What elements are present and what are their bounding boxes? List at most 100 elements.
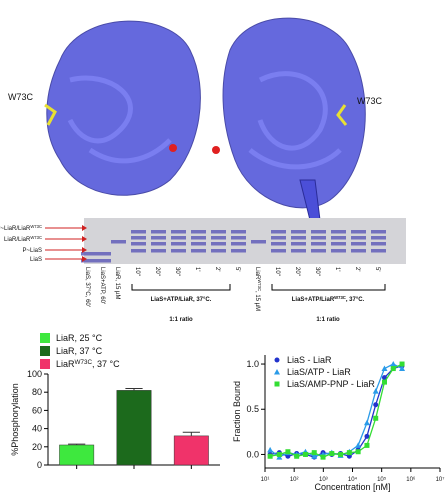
gel-band [311, 230, 326, 234]
time-label: 1' [334, 267, 340, 271]
text-part: LiaR, 15 µM [114, 267, 120, 299]
bar [116, 390, 152, 466]
superscript: W73C [30, 235, 42, 240]
y-tick-label: 1.0 [246, 359, 259, 369]
brace-label: 1:1 ratio [169, 317, 193, 323]
lane-label: LiaS+ATP, 60' [99, 267, 105, 304]
brace-label: LiaS+ATP/LiaR, 37°C. [151, 297, 212, 303]
bar-chart: 0 20 40 60 80 100 %Phosphorylation LiaR, 25 °C L… [10, 333, 220, 470]
text-part: P~LiaR/LiaR [0, 226, 31, 232]
text-part: 30" [314, 267, 320, 276]
gel-band [191, 236, 206, 240]
residue-label: W73C [357, 96, 383, 106]
gel-band [151, 249, 166, 253]
gel-band [131, 249, 146, 253]
x-tick-label: 10⁷ [436, 476, 445, 483]
brace [271, 284, 386, 291]
point [372, 388, 379, 394]
point [363, 419, 370, 426]
y-tick-label: 100 [27, 369, 42, 379]
gel [84, 218, 406, 264]
metal-ion [212, 146, 220, 154]
text-part: 10" [274, 267, 280, 276]
legend-label: LiaS/ATP - LiaR [287, 367, 351, 377]
gel-band [271, 249, 286, 253]
gel-band [211, 236, 226, 240]
gel-band [311, 242, 326, 246]
gel-band [231, 249, 246, 253]
arrow-head [82, 256, 87, 262]
gel-band [111, 240, 126, 244]
x-tick-label: 10² [290, 477, 299, 483]
text-part: LiaR [56, 359, 75, 369]
point [285, 449, 291, 455]
y-tick-label: 0.0 [246, 449, 259, 459]
text-part: 30" [174, 267, 180, 276]
point [311, 450, 317, 456]
text-part: LiaR, 25 °C [56, 333, 103, 343]
gel-band [151, 236, 166, 240]
band-label: LiaS [30, 257, 42, 263]
bar [59, 444, 95, 466]
text-part: 5' [374, 267, 380, 271]
point [373, 415, 379, 421]
x-tick-label: 10⁵ [377, 476, 387, 483]
gel-band [96, 259, 111, 263]
superscript: W73C [75, 359, 93, 366]
point [381, 379, 387, 385]
point [267, 446, 274, 453]
gel-band [191, 230, 206, 234]
brace-label: LiaS+ATP/LiaRW73C, 37°C. [292, 295, 365, 304]
gel-band [131, 242, 146, 246]
text-part: 2' [354, 267, 360, 271]
gel-band [171, 230, 186, 234]
gel-band [171, 242, 186, 246]
point [355, 442, 362, 448]
gel-band [371, 242, 386, 246]
point [311, 453, 318, 459]
text-part: LiaS [30, 257, 42, 263]
gel-band [231, 242, 246, 246]
legend-label: LiaS/AMP-PNP - LiaR [287, 379, 375, 389]
point [364, 442, 370, 448]
gel-band [151, 230, 166, 234]
gel-band [351, 230, 366, 234]
point [390, 361, 397, 367]
time-label: 20" [154, 267, 160, 276]
gel-band [311, 236, 326, 240]
legend-marker [274, 357, 280, 363]
metal-ion [169, 144, 177, 152]
time-label: 2' [354, 267, 360, 271]
legend-label: LiaR, 25 °C [56, 333, 103, 343]
residue-label: W73C [8, 92, 34, 102]
text-part: , 37°C. [346, 297, 365, 303]
point [276, 451, 282, 457]
band-label: LiaR/LiaRW73C [4, 235, 42, 244]
point [346, 450, 352, 456]
point [373, 402, 379, 408]
gel-band [171, 236, 186, 240]
text-part: LiaS+ATP/LiaR [292, 297, 335, 303]
point [329, 451, 335, 457]
band-label: P~LiaS [22, 248, 42, 254]
point [267, 453, 273, 459]
text-part: 1' [194, 267, 200, 271]
point [364, 433, 370, 439]
gel-band [331, 249, 346, 253]
error-bar [68, 443, 86, 445]
gel-band [331, 236, 346, 240]
x-axis-label: Concentration [nM] [314, 482, 390, 492]
gel-band [291, 249, 306, 253]
point [381, 375, 387, 381]
y-tick-label: 40 [32, 424, 42, 434]
gel-band [171, 249, 186, 253]
x-tick-label: 10⁴ [348, 476, 358, 483]
x-tick-label: 10¹ [261, 477, 270, 483]
text-part: 1:1 ratio [316, 317, 340, 323]
gel-band [211, 249, 226, 253]
text-part: LiaR, 37 °C [56, 346, 103, 356]
text-part: 1' [334, 267, 340, 271]
y-axis-label: %Phosphorylation [10, 383, 20, 456]
text-part: 2' [214, 267, 220, 271]
